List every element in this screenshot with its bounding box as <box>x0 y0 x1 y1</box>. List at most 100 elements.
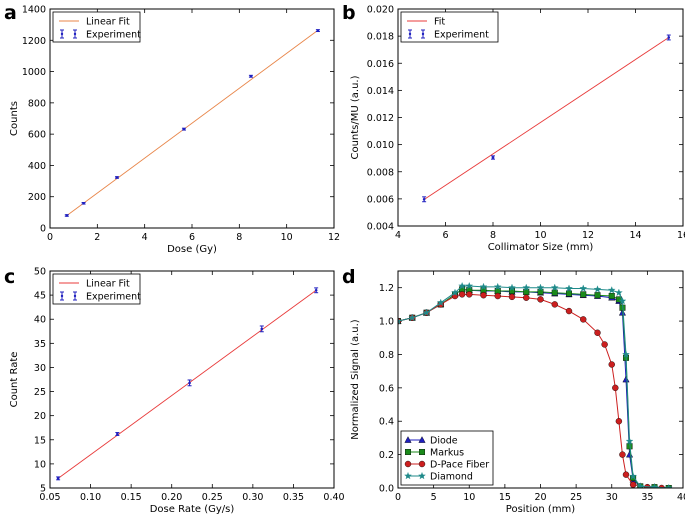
x-tick-label: 20 <box>534 492 546 503</box>
series-marker <box>508 293 516 301</box>
plot-frame <box>49 270 335 489</box>
series-marker <box>626 450 634 458</box>
fit-line <box>66 30 318 217</box>
data-point <box>491 156 495 159</box>
x-tick-label: 12 <box>582 230 594 241</box>
series-marker <box>551 301 558 308</box>
y-tick-label: 10 <box>34 459 46 470</box>
y-tick-label: 0.016 <box>367 59 394 70</box>
series-marker <box>594 329 601 336</box>
series-marker <box>422 308 431 316</box>
data-point <box>82 201 85 205</box>
series-marker <box>466 291 473 298</box>
legend-marker <box>404 460 412 468</box>
data-point <box>56 477 60 480</box>
x-tick-label: 0 <box>395 492 401 503</box>
series-marker <box>594 292 601 299</box>
x-tick-label: 0.15 <box>121 492 142 503</box>
series-marker <box>629 481 637 488</box>
x-tick-label: 40 <box>677 492 685 503</box>
x-tick-label: 15 <box>499 492 511 503</box>
series-marker <box>615 418 623 425</box>
y-tick-label: 20 <box>34 411 46 422</box>
legend: Linear Fit Experiment <box>52 11 141 43</box>
data-point <box>65 214 69 217</box>
legend-label: Experiment <box>86 292 141 303</box>
series-marker <box>618 297 627 305</box>
legend: Fit Experiment <box>400 11 499 43</box>
y-tick-label: 0.8 <box>379 350 394 361</box>
x-tick-label: 25 <box>570 492 582 503</box>
series-marker <box>523 294 530 301</box>
series-marker <box>493 282 502 291</box>
series-marker <box>458 291 466 298</box>
series-marker <box>580 316 587 323</box>
y-tick-label: 0.4 <box>379 417 394 428</box>
y-tick-label: 15 <box>34 435 46 446</box>
y-tick-label: 400 <box>28 161 46 172</box>
legend-point <box>60 32 64 36</box>
data-layer <box>422 34 671 203</box>
series-marker <box>625 437 634 445</box>
x-tick-label: 0.20 <box>161 492 182 503</box>
y-tick-label: 200 <box>28 192 46 203</box>
y-tick-label: 45 <box>34 291 46 302</box>
y-tick-label: 1200 <box>22 36 46 47</box>
legend-box <box>400 11 499 43</box>
y-tick-label: 0.6 <box>379 383 394 394</box>
fit-line <box>423 37 669 200</box>
x-tick-label: 0.05 <box>39 492 60 503</box>
legend-box <box>52 11 141 43</box>
series-marker <box>465 281 474 290</box>
legend-point <box>421 32 425 36</box>
x-tick-label: 12 <box>328 232 340 243</box>
data-point <box>249 74 253 78</box>
x-tick-label: 0.40 <box>323 492 344 503</box>
x-tick-label: 0 <box>47 232 53 243</box>
panel-label: a <box>4 2 17 24</box>
y-tick-label: 35 <box>34 339 46 350</box>
x-tick-label: 0.10 <box>80 492 101 503</box>
y-tick-label: 1.0 <box>379 317 394 328</box>
x-tick-label: 16 <box>677 230 685 241</box>
x-tick-label: 0.30 <box>242 492 263 503</box>
legend-label: Diamond <box>430 472 473 483</box>
x-tick-label: 6 <box>442 230 448 241</box>
legend-marker <box>419 449 426 456</box>
y-axis-label: Counts <box>9 101 20 136</box>
series-marker <box>398 317 402 325</box>
panel-label: b <box>342 2 356 24</box>
y-tick-label: 800 <box>28 98 46 109</box>
x-axis-label: Collimator Size (mm) <box>488 242 594 253</box>
legend-label: D-Pace Fiber <box>430 460 489 471</box>
legend-marker <box>418 436 426 443</box>
x-tick-label: 0.25 <box>202 492 223 503</box>
y-tick-label: 0.006 <box>367 194 394 205</box>
plot-frame <box>397 8 684 227</box>
y-tick-label: 5 <box>40 484 46 495</box>
series-marker <box>607 286 616 294</box>
data-point <box>182 127 186 131</box>
legend-point <box>60 294 64 298</box>
series-marker <box>551 289 558 296</box>
y-axis-label: Count Rate <box>9 352 20 408</box>
panel-label: d <box>342 266 356 288</box>
legend-box <box>52 273 141 305</box>
y-tick-label: 0.014 <box>367 86 394 97</box>
data-layer <box>64 29 320 217</box>
legend-marker <box>405 449 412 456</box>
x-axis-label: Position (mm) <box>506 504 575 514</box>
y-tick-label: 0.004 <box>367 222 394 233</box>
y-tick-label: 600 <box>28 130 46 141</box>
series-marker <box>536 283 545 291</box>
data-point <box>188 381 191 385</box>
y-tick-label: 40 <box>34 315 46 326</box>
series-marker <box>565 307 573 315</box>
y-tick-label: 0.2 <box>379 450 394 461</box>
data-point <box>115 176 119 179</box>
series-marker <box>522 283 531 291</box>
x-tick-label: 35 <box>641 492 653 503</box>
series-marker <box>622 375 630 383</box>
y-tick-label: 0.012 <box>367 113 394 124</box>
